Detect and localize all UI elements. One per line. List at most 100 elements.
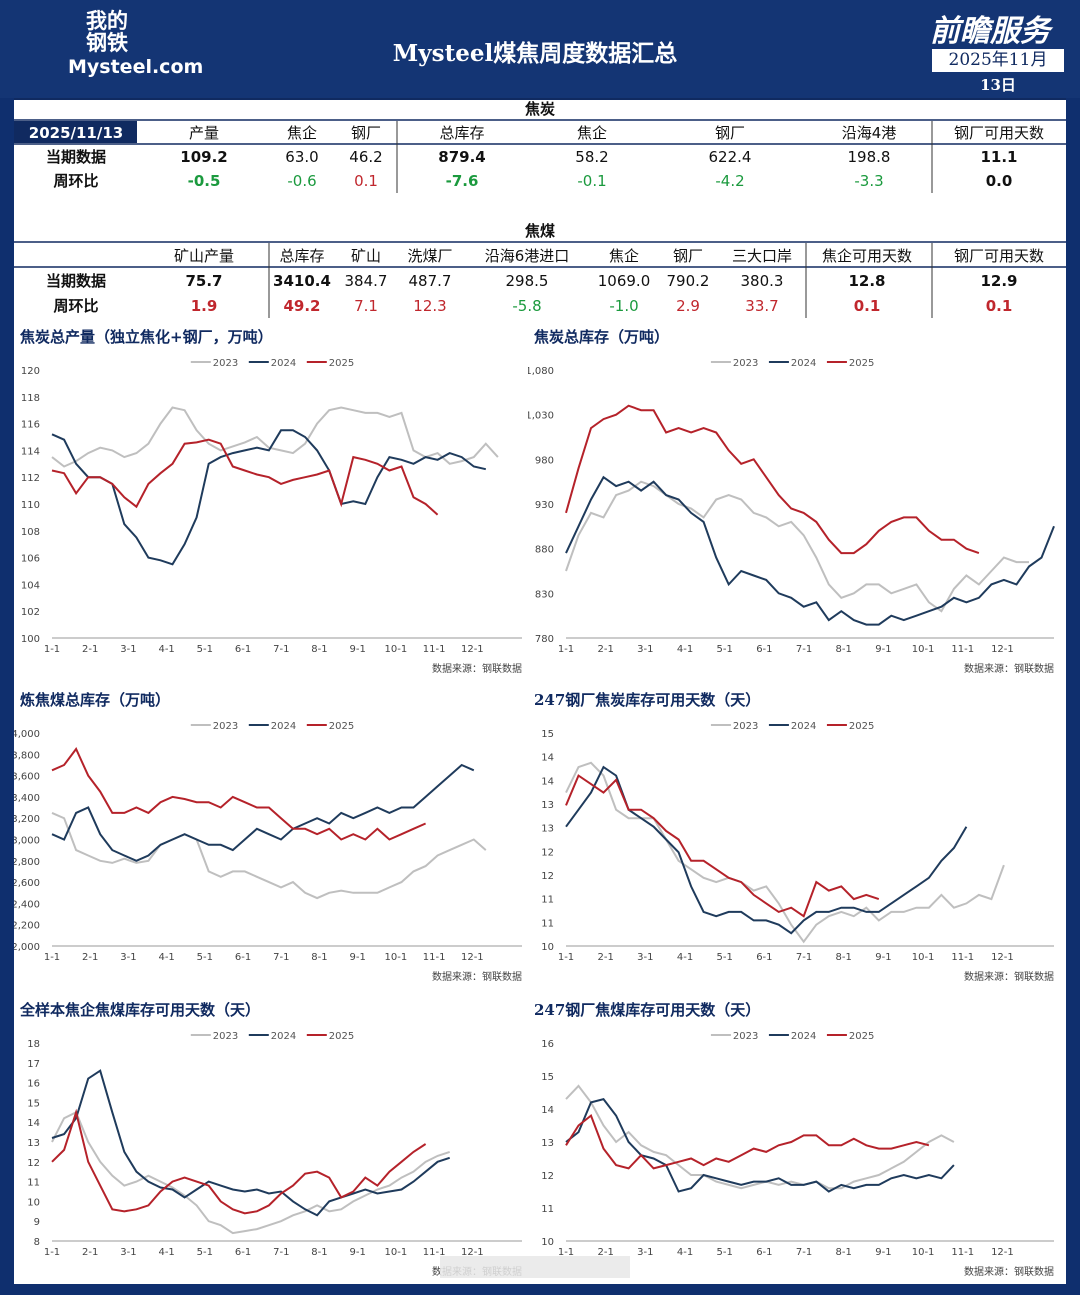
y-tick-label: 3,800 (14, 750, 40, 761)
coal-header: 洗煤厂 (407, 247, 452, 265)
x-tick-label: 1-1 (44, 644, 60, 655)
y-tick-label: 15 (541, 1072, 554, 1083)
line-chart: 2023 2024 2025 2,000 2,200 2,400 2,600 2,800 3,0… (14, 721, 522, 983)
x-tick-label: 10-1 (912, 952, 935, 963)
x-tick-label: 9-1 (875, 952, 891, 963)
x-tick-label: 5-1 (717, 1247, 733, 1258)
x-tick-label: 5-1 (197, 952, 213, 963)
legend-label: 2024 (271, 358, 296, 369)
legend-label: 2023 (733, 721, 758, 732)
y-tick-label: 1,080 (528, 366, 554, 377)
x-tick-label: 12-1 (991, 644, 1014, 655)
y-tick-label: 116 (21, 420, 40, 431)
y-tick-label: 10 (27, 1197, 40, 1208)
coal-change: 12.3 (413, 297, 446, 315)
legend-label: 2025 (849, 1031, 874, 1042)
legend-label: 2023 (213, 721, 238, 732)
coal-header: 钢厂 (673, 247, 703, 265)
y-tick-label: 108 (21, 527, 40, 538)
coke-change: 0.0 (986, 172, 1013, 190)
y-tick-label: 13 (541, 824, 554, 835)
y-tick-label: 12 (541, 871, 554, 882)
coal-value: 487.7 (409, 272, 452, 290)
y-tick-label: 13 (541, 800, 554, 811)
x-tick-label: 6-1 (235, 1247, 251, 1258)
coal-header: 钢厂可用天数 (954, 247, 1044, 265)
x-tick-label: 9-1 (875, 1247, 891, 1258)
y-tick-label: 1,030 (528, 411, 554, 422)
x-tick-label: 3-1 (120, 644, 136, 655)
chart-title: 全样本焦企焦煤库存可用天数（天） (20, 1001, 261, 1019)
coke-change: -7.6 (446, 172, 479, 190)
series-line-2024 (51, 429, 487, 566)
y-tick-label: 106 (21, 554, 40, 565)
y-tick-label: 14 (541, 776, 554, 787)
coal-header: 焦企 (609, 247, 639, 265)
coke-change: -4.2 (715, 172, 744, 190)
x-tick-label: 3-1 (120, 952, 136, 963)
chart-title: 焦炭总库存（万吨） (534, 328, 670, 346)
y-tick-label: 110 (21, 500, 40, 511)
y-tick-label: 104 (21, 580, 40, 591)
coke-value: 11.1 (980, 148, 1017, 166)
y-tick-label: 9 (34, 1217, 40, 1228)
coal-change: 0.1 (854, 297, 881, 315)
y-tick-label: 10 (541, 942, 554, 953)
source-note: 数据来源：钢联数据 (964, 662, 1054, 675)
x-tick-label: 3-1 (637, 1247, 653, 1258)
x-tick-label: 4-1 (677, 1247, 693, 1258)
coke-section-title: 焦炭 (524, 100, 555, 118)
y-tick-label: 12 (541, 847, 554, 858)
legend-label: 2023 (733, 1031, 758, 1042)
y-tick-label: 120 (21, 366, 40, 377)
coke-value: 622.4 (709, 148, 752, 166)
series-line-2024 (565, 475, 1055, 626)
series-line-2025 (565, 1113, 930, 1170)
y-tick-label: 880 (535, 545, 554, 556)
coal-row2-label: 周环比 (53, 297, 98, 315)
x-tick-label: 12-1 (461, 644, 484, 655)
y-tick-label: 830 (535, 589, 554, 600)
x-tick-label: 10-1 (385, 952, 408, 963)
coke-change: -3.3 (854, 172, 883, 190)
series-line-2025 (51, 747, 427, 841)
coke-header: 钢厂可用天数 (954, 124, 1044, 142)
x-tick-label: 4-1 (158, 1247, 174, 1258)
x-tick-label: 4-1 (677, 644, 693, 655)
x-tick-label: 11-1 (951, 952, 974, 963)
coal-value: 380.3 (741, 272, 784, 290)
series-line-2024 (565, 765, 968, 935)
x-tick-label: 11-1 (423, 1247, 446, 1258)
coke-header: 焦企 (287, 124, 317, 142)
coal-change: 1.9 (191, 297, 218, 315)
chart-title: 焦炭总产量（独立焦化+钢厂，万吨） (20, 328, 273, 346)
legend-label: 2024 (271, 721, 296, 732)
y-tick-label: 16 (541, 1039, 554, 1050)
page-title: Mysteel煤焦周度数据汇总 (392, 40, 678, 67)
series-line-2025 (565, 774, 880, 918)
y-tick-label: 112 (21, 473, 40, 484)
legend-label: 2025 (849, 358, 874, 369)
y-tick-label: 3,600 (14, 772, 40, 783)
coal-value: 12.9 (980, 272, 1017, 290)
scroll-indicator (440, 1256, 630, 1278)
coal-header: 矿山 (351, 247, 381, 265)
line-chart: 2023 2024 2025 10 11 11 12 12 13 13 14 14 15 1-1 2-1 3-… (541, 721, 1054, 983)
x-tick-label: 6-1 (756, 952, 772, 963)
x-tick-label: 8-1 (836, 1247, 852, 1258)
coal-value: 384.7 (345, 272, 388, 290)
coke-change: -0.6 (287, 172, 316, 190)
x-tick-label: 11-1 (951, 1247, 974, 1258)
y-tick-label: 118 (21, 393, 40, 404)
x-tick-label: 2-1 (82, 952, 98, 963)
series-line-2025 (51, 438, 439, 516)
coal-header: 总库存 (279, 247, 324, 265)
x-tick-label: 3-1 (637, 952, 653, 963)
coal-value: 298.5 (506, 272, 549, 290)
series-line-2023 (565, 761, 1005, 944)
y-tick-label: 3,200 (14, 814, 40, 825)
coke-value: 879.4 (438, 148, 485, 166)
x-tick-label: 5-1 (717, 644, 733, 655)
coke-change: -0.5 (188, 172, 221, 190)
coke-header: 产量 (189, 124, 219, 142)
